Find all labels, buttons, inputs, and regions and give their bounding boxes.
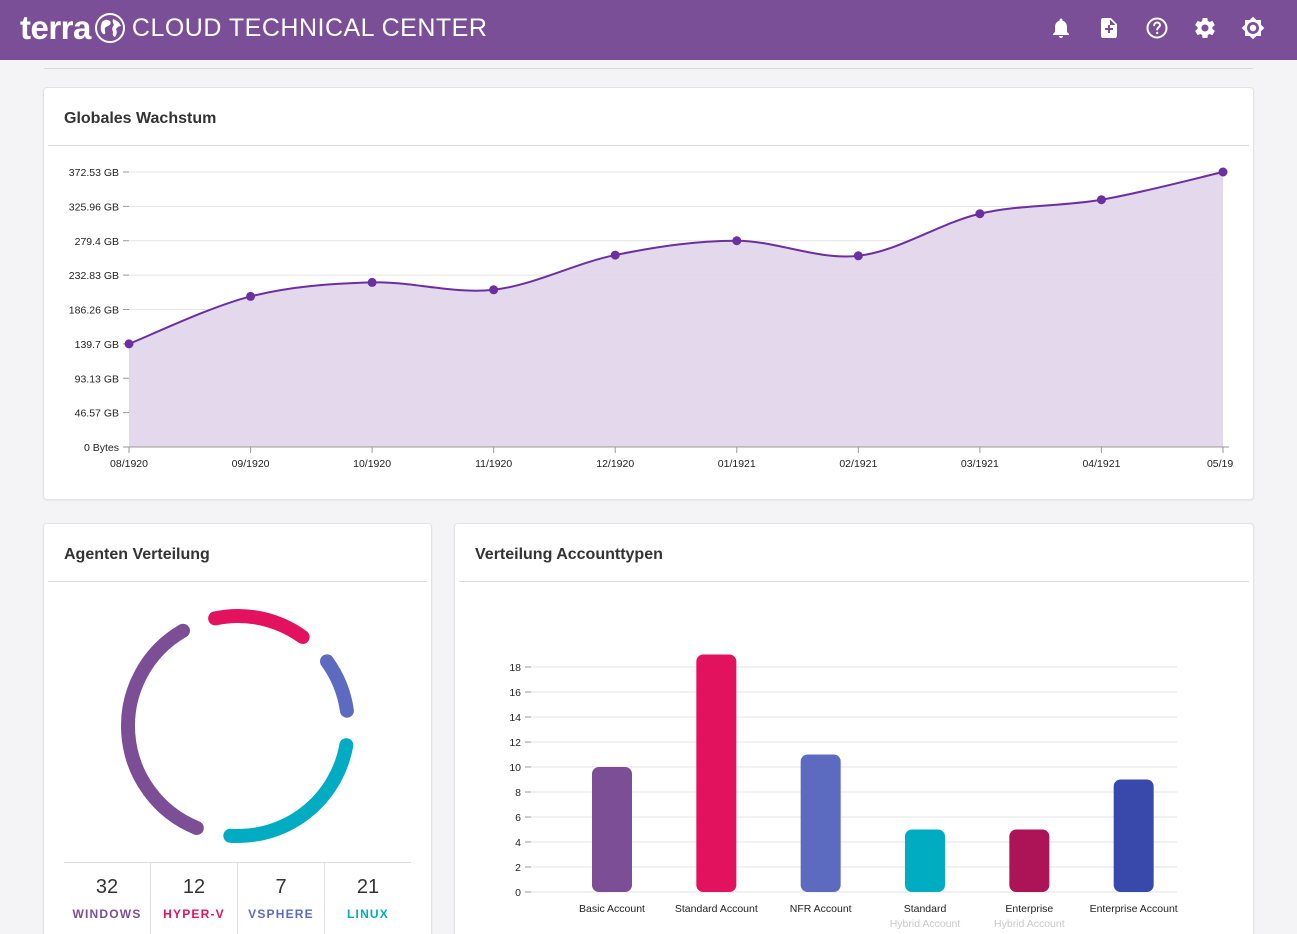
stat-linux[interactable]: 21 LINUX <box>325 863 411 934</box>
card-divider <box>48 581 427 582</box>
x-tick-label: Standard <box>904 903 947 915</box>
data-point <box>1096 195 1106 205</box>
x-tick-label: 03/1921 <box>961 458 999 470</box>
x-tick-label: 04/1921 <box>1082 458 1120 470</box>
data-point <box>975 209 985 219</box>
x-tick-sublabel: Hybrid Account <box>994 918 1065 930</box>
bar <box>1113 779 1154 892</box>
x-tick-label: 08/1920 <box>110 458 148 470</box>
y-tick-label: 16 <box>509 687 521 699</box>
y-tick-label: 372.53 GB <box>69 167 119 179</box>
data-point <box>853 251 863 261</box>
app-title: CLOUD TECHNICAL CENTER <box>131 13 488 42</box>
data-point <box>610 250 620 260</box>
agents-card: Agenten Verteilung 32 WINDOWS 12 HYPER-V… <box>43 523 432 934</box>
bar <box>1009 829 1050 892</box>
brightness-icon[interactable] <box>1241 16 1265 40</box>
bar <box>800 754 841 892</box>
card-divider <box>48 145 1249 146</box>
x-tick-sublabel: Hybrid Account <box>890 918 961 930</box>
x-tick-label: 12/1920 <box>596 458 634 470</box>
y-tick-label: 12 <box>509 737 521 749</box>
x-tick-label: Basic Account <box>579 903 645 915</box>
bar <box>592 767 632 892</box>
donut-slice-windows <box>121 623 204 835</box>
accounts-bar-chart[interactable]: 0 2 4 6 8 10 12 14 16 18 Basic Account Standard Acc… <box>455 524 1255 934</box>
content-divider <box>44 68 1253 69</box>
x-tick-label: 11/1920 <box>475 458 512 470</box>
data-point <box>489 285 499 295</box>
y-tick-label: 279.4 GB <box>75 236 119 248</box>
stat-count: 21 <box>356 876 380 898</box>
stat-label: WINDOWS <box>72 907 142 921</box>
growth-title: Globales Wachstum <box>64 110 217 127</box>
stat-label: HYPER-V <box>163 907 225 921</box>
x-tick-label: NFR Account <box>790 903 852 915</box>
agents-title: Agenten Verteilung <box>64 546 210 563</box>
y-tick-label: 232.83 GB <box>69 270 119 282</box>
agents-stats: 32 WINDOWS 12 HYPER-V 7 VSPHERE 21 LINUX <box>64 862 411 934</box>
stat-label: VSPHERE <box>248 907 314 921</box>
accounts-title: Verteilung Accounttypen <box>475 546 663 563</box>
x-tick-label: 02/1921 <box>839 458 877 470</box>
globe-icon <box>94 13 125 43</box>
data-point <box>246 291 256 301</box>
y-tick-label: 6 <box>515 812 521 824</box>
y-tick-label: 10 <box>509 762 521 774</box>
y-tick-label: 46.57 GB <box>75 408 119 420</box>
stat-label: LINUX <box>347 907 389 921</box>
donut-slice-linux <box>223 738 354 843</box>
accounts-card: Verteilung Accounttypen 0 2 4 6 8 10 12 14 16 18 B… <box>454 523 1254 934</box>
stat-windows[interactable]: 32 WINDOWS <box>64 863 151 934</box>
bar <box>905 829 945 892</box>
stat-count: 32 <box>95 876 119 898</box>
y-tick-label: 18 <box>509 662 521 674</box>
growth-line <box>128 171 1224 345</box>
y-tick-label: 93.13 GB <box>75 373 119 385</box>
y-tick-label: 14 <box>509 712 521 724</box>
data-point <box>1218 167 1228 177</box>
settings-icon[interactable] <box>1193 16 1217 40</box>
donut-slice-vsphere <box>319 654 354 718</box>
card-divider <box>459 581 1249 582</box>
help-icon[interactable] <box>1145 16 1169 40</box>
data-point <box>732 236 742 246</box>
y-tick-label: 0 Bytes <box>84 442 119 454</box>
stat-count: 7 <box>275 876 287 898</box>
y-tick-label: 186.26 GB <box>69 305 119 317</box>
y-tick-label: 139.7 GB <box>75 339 119 351</box>
y-tick-label: 0 <box>515 887 521 899</box>
stat-hyperv[interactable]: 12 HYPER-V <box>151 863 238 934</box>
stat-count: 12 <box>182 876 206 898</box>
y-tick-label: 2 <box>515 862 521 874</box>
x-tick-label: 10/1920 <box>353 458 391 470</box>
x-tick-label: Enterprise <box>1005 903 1053 915</box>
brand-logo[interactable]: terra CLOUD TECHNICAL CENTER <box>20 8 487 48</box>
file-add-icon[interactable] <box>1097 16 1121 40</box>
x-tick-label: 01/1921 <box>718 458 756 470</box>
donut-slice-hyper-v <box>208 609 310 645</box>
data-point <box>124 339 134 349</box>
agents-donut-chart[interactable] <box>44 524 433 862</box>
growth-area <box>129 172 1223 447</box>
x-tick-label: 09/1920 <box>232 458 270 470</box>
x-tick-label: Enterprise Account <box>1090 903 1178 915</box>
chart-group: 0 Bytes 46.57 GB 93.13 GB 139.7 GB 186.26 GB… <box>69 167 1239 470</box>
bell-icon[interactable] <box>1049 16 1073 40</box>
top-bar: terra CLOUD TECHNICAL CENTER <box>0 0 1297 60</box>
growth-card: Globales Wachstum 0 Bytes 46.57 GB 93.13 G… <box>43 87 1254 500</box>
y-tick-label: 8 <box>515 787 521 799</box>
y-tick-label: 4 <box>515 837 521 849</box>
x-tick-label: Standard Account <box>675 903 758 915</box>
data-point <box>367 277 377 287</box>
y-tick-label: 325.96 GB <box>69 201 119 213</box>
x-tick-label: 05/192 <box>1207 458 1239 470</box>
stat-vsphere[interactable]: 7 VSPHERE <box>238 863 325 934</box>
brand-name: terra <box>20 9 91 46</box>
bar <box>696 654 737 892</box>
growth-chart[interactable]: 0 Bytes 46.57 GB 93.13 GB 139.7 GB 186.26 GB… <box>44 88 1255 501</box>
